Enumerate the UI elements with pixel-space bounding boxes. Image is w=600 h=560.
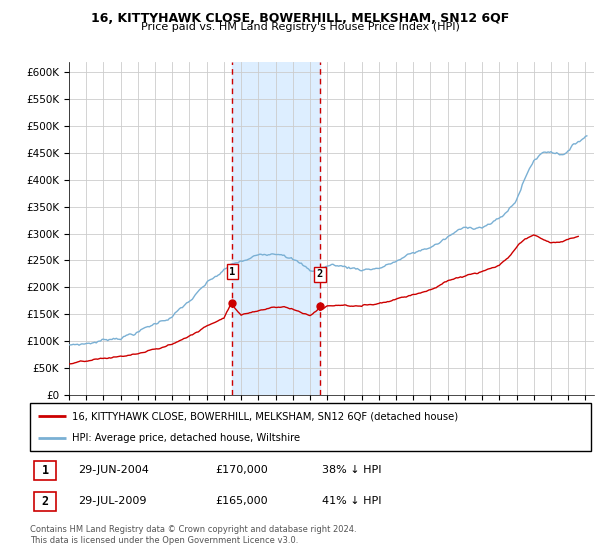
Text: 1: 1 [41, 464, 49, 477]
Text: 16, KITTYHAWK CLOSE, BOWERHILL, MELKSHAM, SN12 6QF: 16, KITTYHAWK CLOSE, BOWERHILL, MELKSHAM… [91, 12, 509, 25]
Text: 41% ↓ HPI: 41% ↓ HPI [322, 496, 381, 506]
Text: 29-JUL-2009: 29-JUL-2009 [77, 496, 146, 506]
Text: HPI: Average price, detached house, Wiltshire: HPI: Average price, detached house, Wilt… [72, 433, 300, 443]
FancyBboxPatch shape [34, 461, 56, 480]
Text: £165,000: £165,000 [215, 496, 268, 506]
Text: 38% ↓ HPI: 38% ↓ HPI [322, 465, 381, 475]
Text: £170,000: £170,000 [215, 465, 268, 475]
Text: 16, KITTYHAWK CLOSE, BOWERHILL, MELKSHAM, SN12 6QF (detached house): 16, KITTYHAWK CLOSE, BOWERHILL, MELKSHAM… [72, 411, 458, 421]
Text: Contains HM Land Registry data © Crown copyright and database right 2024.
This d: Contains HM Land Registry data © Crown c… [30, 525, 356, 545]
Text: 1: 1 [229, 267, 236, 277]
Text: 2: 2 [317, 269, 323, 279]
FancyBboxPatch shape [30, 403, 591, 451]
Text: Price paid vs. HM Land Registry's House Price Index (HPI): Price paid vs. HM Land Registry's House … [140, 22, 460, 32]
Text: 2: 2 [41, 495, 49, 508]
Bar [232, 62, 320, 395]
FancyBboxPatch shape [34, 492, 56, 511]
Text: 29-JUN-2004: 29-JUN-2004 [77, 465, 149, 475]
